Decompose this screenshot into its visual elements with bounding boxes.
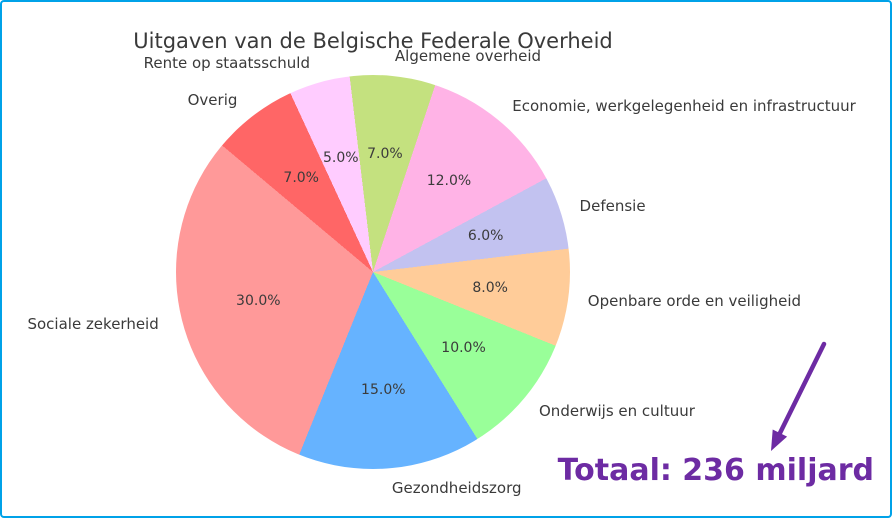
slice-percent-label: 10.0% — [441, 339, 486, 356]
slice-category-label: Gezondheidszorg — [391, 478, 522, 497]
slice-category-label: Sociale zekerheid — [27, 315, 159, 334]
slice-category-label: Defensie — [579, 197, 646, 216]
slice-category-label: Algemene overheid — [394, 47, 542, 66]
total-arrow-icon — [771, 341, 827, 451]
slice-category-label: Rente op staatsschuld — [143, 54, 310, 73]
total-annotation: Totaal: 236 miljard — [557, 453, 874, 488]
slice-percent-label: 6.0% — [467, 228, 504, 245]
slice-percent-label: 30.0% — [236, 292, 281, 309]
slice-category-label: Overig — [187, 90, 238, 109]
slice-percent-label: 15.0% — [361, 381, 406, 398]
slice-percent-label: 7.0% — [283, 170, 319, 187]
slice-category-label: Onderwijs en cultuur — [539, 402, 695, 421]
slice-category-label: Economie, werkgelegenheid en infrastruct… — [512, 96, 856, 115]
slice-percent-label: 12.0% — [426, 173, 472, 190]
slice-percent-label: 5.0% — [323, 150, 359, 167]
slice-percent-label: 7.0% — [367, 146, 403, 163]
slice-category-label: Openbare orde en veiligheid — [587, 291, 802, 310]
slice-percent-label: 8.0% — [472, 279, 508, 296]
pie — [176, 75, 570, 469]
chart-title: Uitgaven van de Belgische Federale Overh… — [133, 29, 613, 53]
